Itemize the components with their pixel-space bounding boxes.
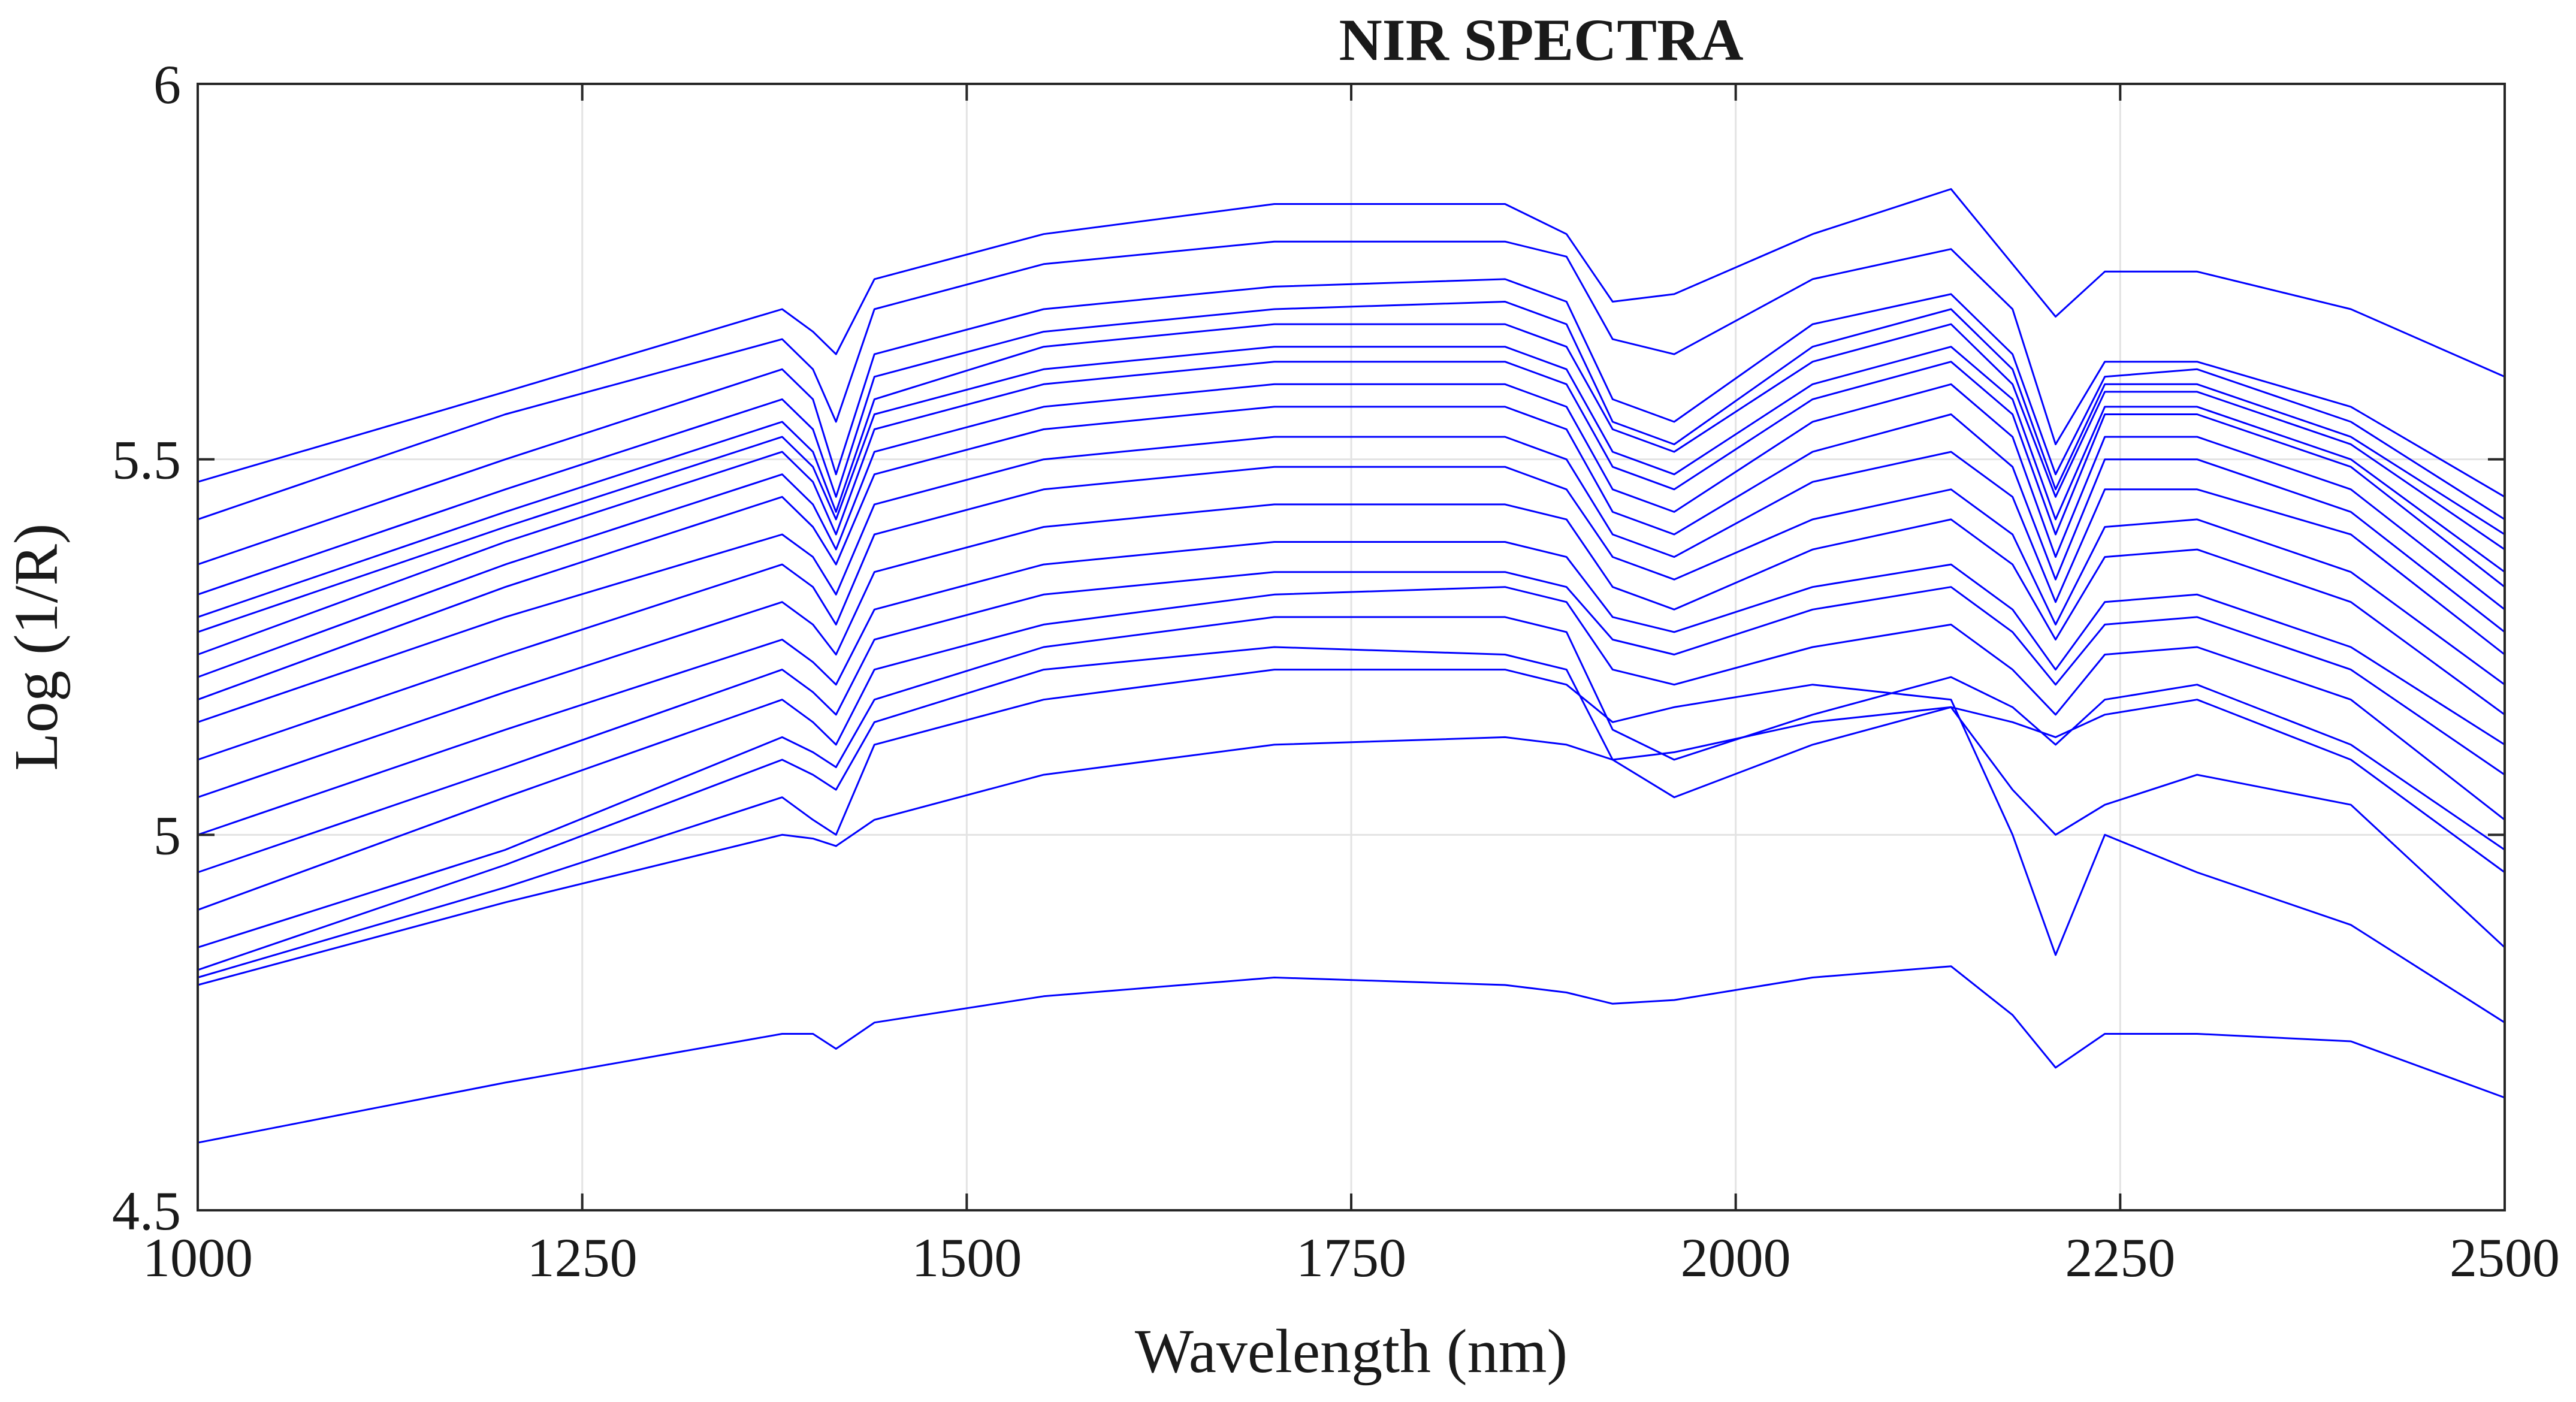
- x-tick-label: 1500: [911, 1227, 1022, 1288]
- y-axis-label: Log (1/R): [2, 523, 71, 771]
- tick-layer: 1000 1250 1500 1750 2000 2250 2500 4.5 5 5.5 6: [112, 54, 2560, 1288]
- spectrum-line-4: [197, 646, 2505, 971]
- x-tick-label: 2000: [1681, 1227, 1791, 1288]
- spectrum-line-6: [197, 586, 2505, 911]
- spectrum-line-20: [197, 188, 2505, 483]
- spectrum-line-11: [197, 436, 2505, 723]
- series-layer: [197, 188, 2506, 1144]
- y-tick-label: 4.5: [112, 1180, 181, 1241]
- spectrum-line-15: [197, 346, 2505, 633]
- spectrum-line-19: [197, 240, 2505, 521]
- spectrum-line-10: [197, 466, 2505, 761]
- y-tick-label: 5.5: [112, 430, 181, 491]
- spectrum-line-14: [197, 361, 2505, 655]
- spectrum-line-8: [197, 541, 2505, 836]
- spectrum-line-1: [197, 965, 2505, 1144]
- spectrum-line-5: [197, 616, 2505, 948]
- spectrum-line-9: [197, 503, 2505, 799]
- y-tick-label: 5: [153, 805, 181, 866]
- spectrum-line-12: [197, 406, 2505, 701]
- spectrum-line-17: [197, 301, 2505, 596]
- x-tick-label: 1000: [143, 1227, 253, 1288]
- x-tick-label: 2500: [2450, 1227, 2560, 1288]
- x-tick-label: 1750: [1296, 1227, 1406, 1288]
- x-axis-label: Wavelength (nm): [1135, 1317, 1568, 1386]
- x-tick-label: 2250: [2065, 1227, 2175, 1288]
- x-tick-label: 1250: [527, 1227, 638, 1288]
- spectrum-line-2: [197, 706, 2506, 986]
- chart-title: NIR SPECTRA: [1339, 7, 1743, 73]
- y-tick-label: 6: [153, 54, 181, 115]
- spectrum-line-18: [197, 278, 2505, 566]
- spectrum-line-13: [197, 383, 2505, 678]
- spectrum-line-7: [197, 571, 2505, 874]
- spectrum-line-3: [197, 669, 2505, 1023]
- spectrum-line-16: [197, 323, 2505, 618]
